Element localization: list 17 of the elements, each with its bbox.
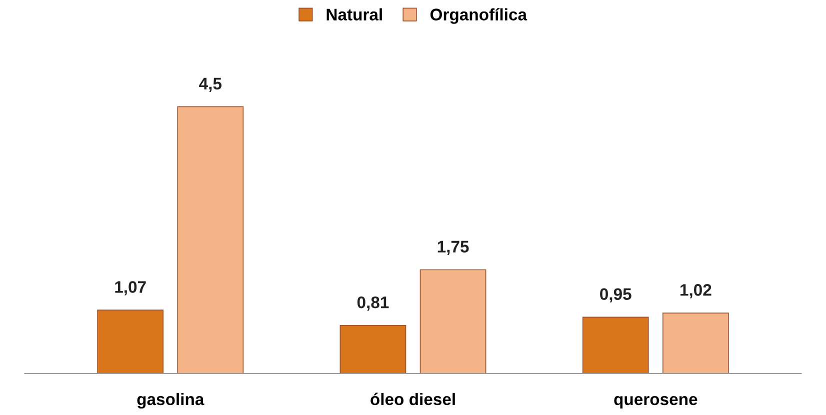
data-label: 0,81	[357, 296, 389, 311]
x-tick-label: óleo diesel	[370, 392, 455, 406]
bar	[420, 269, 486, 374]
data-label: 1,75	[438, 240, 469, 255]
legend-label: Organofílica	[430, 8, 528, 24]
bar	[582, 316, 649, 374]
data-label: 1,02	[680, 284, 712, 298]
data-label: 1,07	[115, 281, 146, 296]
bar	[97, 310, 164, 374]
data-label: 4,5	[199, 78, 222, 92]
legend-label: Natural	[326, 8, 382, 20]
bar	[662, 312, 729, 374]
x-tick-label: gasolina	[137, 392, 204, 409]
x-tick-label: querosene	[614, 396, 698, 408]
bar	[177, 106, 244, 374]
data-label: 0,95	[600, 288, 632, 302]
bar	[340, 325, 406, 374]
